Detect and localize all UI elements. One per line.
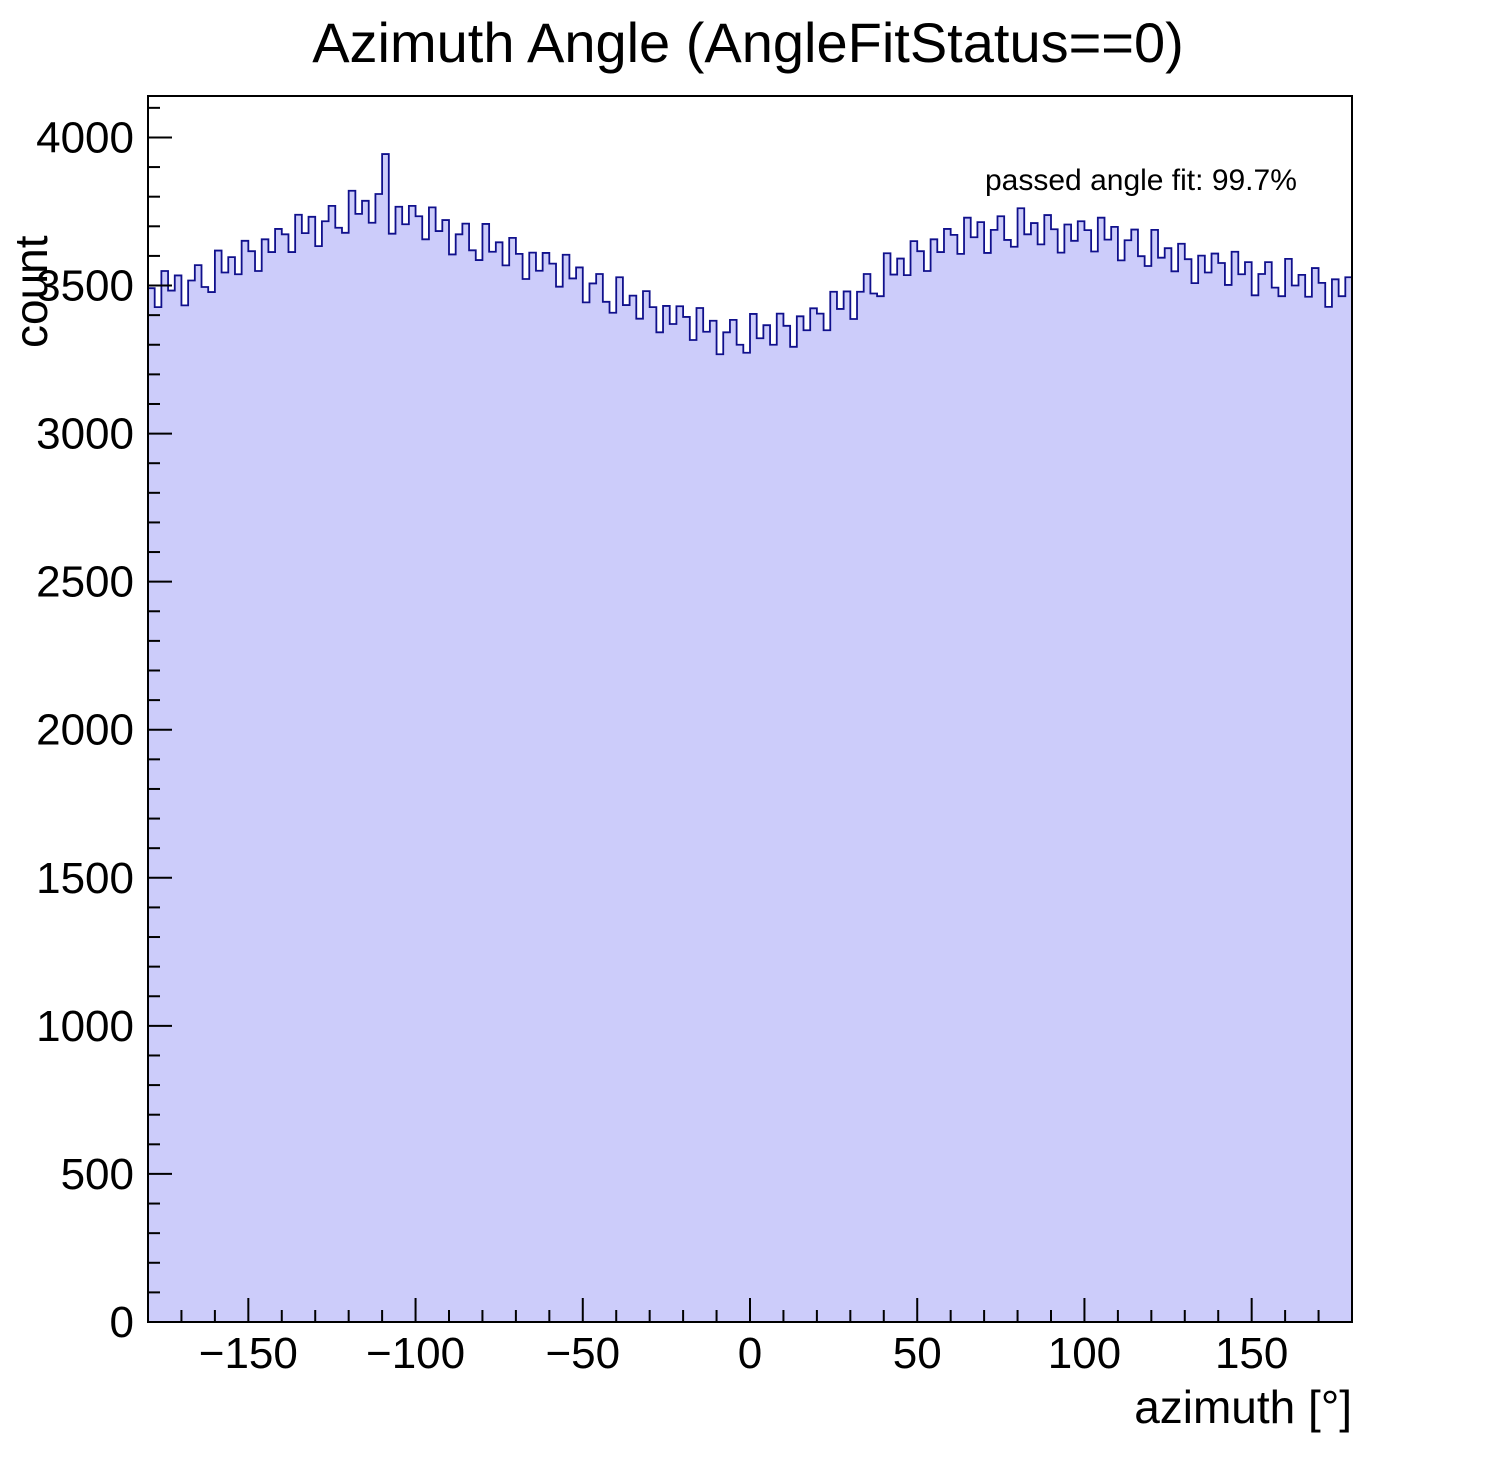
x-tick-label: −150: [199, 1329, 298, 1378]
x-tick-label: 0: [738, 1329, 762, 1378]
chart-title: Azimuth Angle (AngleFitStatus==0): [312, 11, 1184, 74]
y-axis-title: count: [5, 235, 57, 348]
y-tick-label: 4000: [36, 113, 134, 162]
y-tick-label: 500: [61, 1150, 134, 1199]
histogram-fill: [148, 154, 1352, 1322]
x-tick-label: −100: [366, 1329, 465, 1378]
y-tick-label: 1500: [36, 854, 134, 903]
x-tick-label: 50: [893, 1329, 942, 1378]
y-tick-label: 2500: [36, 558, 134, 607]
passed-angle-fit-annotation: passed angle fit: 99.7%: [985, 164, 1297, 197]
x-axis-title: azimuth [°]: [1134, 1381, 1352, 1433]
x-tick-label: 150: [1215, 1329, 1288, 1378]
y-tick-label: 3500: [36, 262, 134, 311]
histogram-line: [147, 153, 1353, 1322]
y-tick-label: 1000: [36, 1002, 134, 1051]
y-tick-label: 2000: [36, 706, 134, 755]
x-tick-label: −50: [545, 1329, 620, 1378]
y-axis-title-container: count: [4, 88, 60, 348]
x-tick-label: 100: [1048, 1329, 1121, 1378]
y-tick-label: 3000: [36, 410, 134, 459]
y-tick-label: 0: [110, 1298, 134, 1347]
